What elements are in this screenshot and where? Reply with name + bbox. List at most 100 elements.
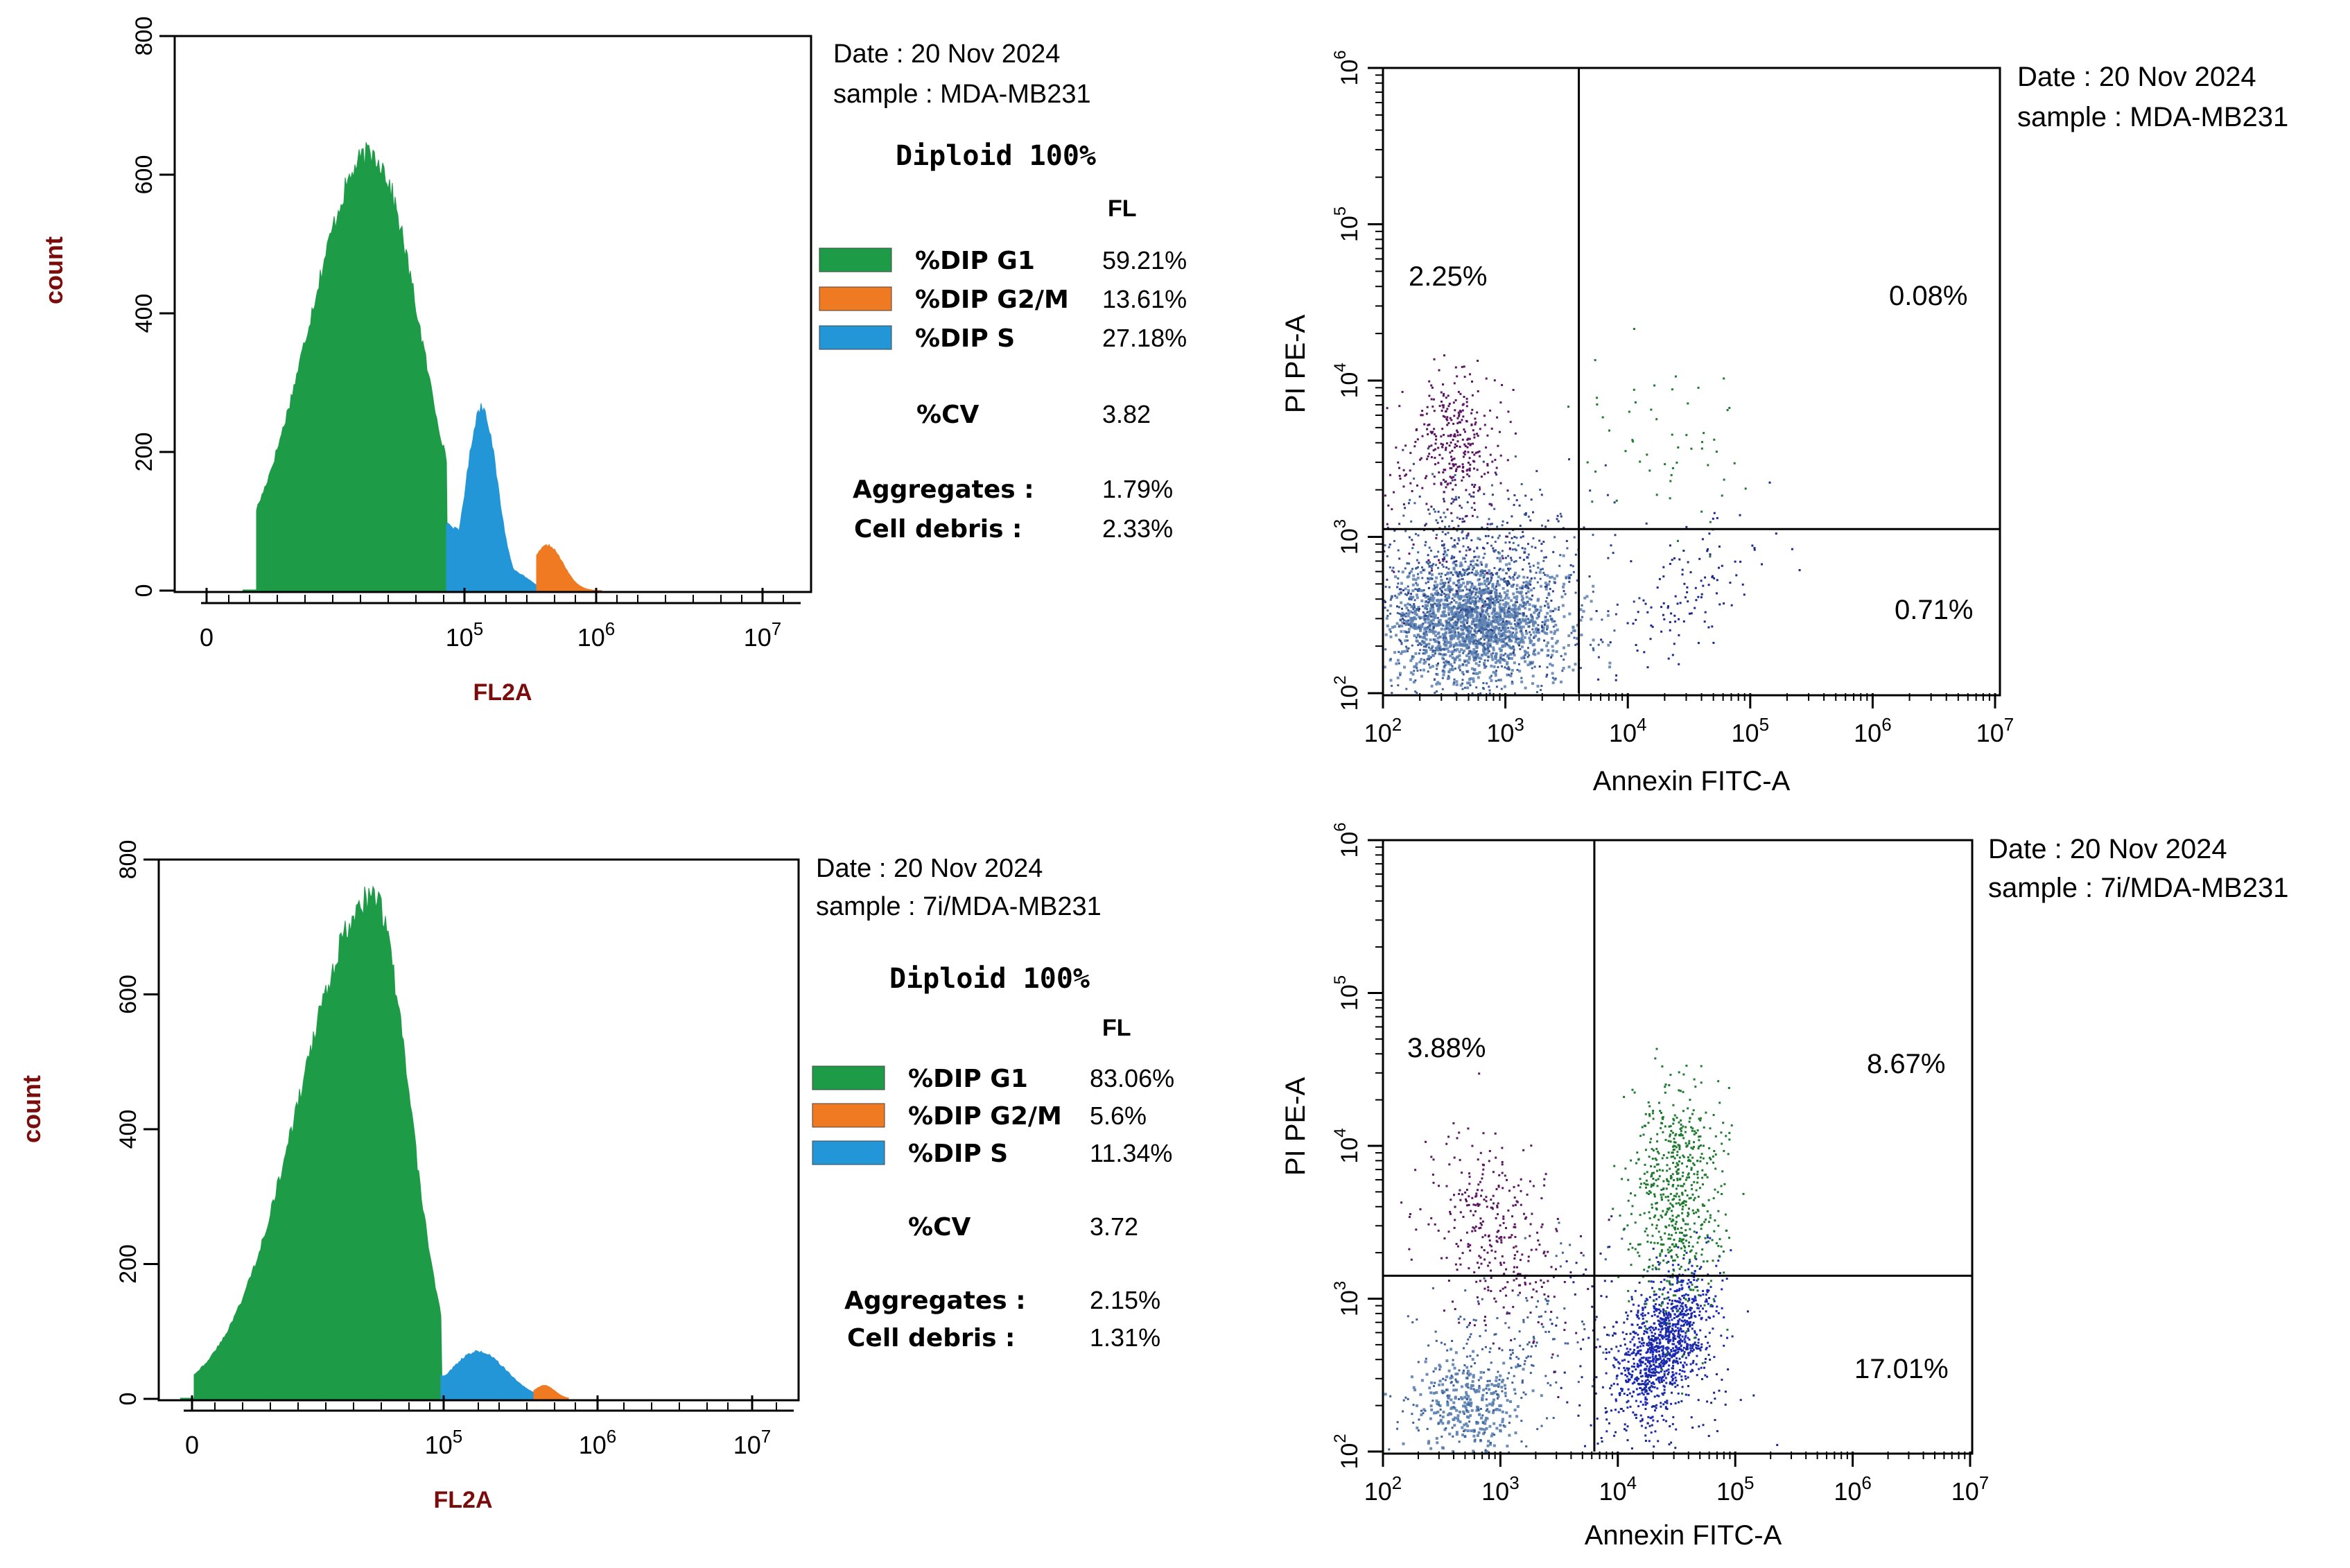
- scatter-dot: [1723, 1344, 1725, 1347]
- scatter-dot: [1422, 622, 1425, 625]
- scatter-dot: [1452, 627, 1454, 629]
- scatter-dot: [1644, 1401, 1647, 1404]
- scatter-dot: [1666, 1360, 1669, 1363]
- scatter-dot: [1399, 674, 1402, 677]
- scatter-dot: [1557, 520, 1560, 523]
- scatter-dot: [1425, 1357, 1427, 1360]
- scatter-dot: [1439, 1409, 1442, 1411]
- scatter-dot: [1712, 517, 1714, 520]
- scatter-dot: [1705, 1298, 1708, 1301]
- scatter-dot: [1471, 591, 1474, 593]
- scatter-dot: [1517, 637, 1520, 640]
- scatter-dot: [1443, 610, 1446, 613]
- scatter-dot: [1459, 589, 1463, 593]
- scatter-dot: [1434, 613, 1437, 617]
- scatter-dot: [1506, 582, 1508, 585]
- scatter-dot: [1643, 1212, 1646, 1214]
- scatter-dot: [1408, 562, 1411, 565]
- scatter-dot: [1454, 627, 1457, 630]
- scatter-dot: [1628, 1373, 1631, 1375]
- scatter-dot: [1644, 602, 1647, 605]
- scatter-dot: [1499, 635, 1502, 638]
- scatter-dot: [1653, 1339, 1655, 1341]
- scatter-dot: [1411, 589, 1415, 593]
- hist-xtick-label: 105: [446, 618, 484, 652]
- scatter-dot: [1523, 551, 1526, 554]
- scatter-dot: [1465, 549, 1468, 552]
- scatter-dot: [1508, 1372, 1511, 1375]
- scatter-dot: [1497, 580, 1499, 582]
- scatter-dot: [1532, 624, 1535, 627]
- scatter-dot: [1653, 1193, 1656, 1196]
- scatter-dot: [1562, 554, 1565, 557]
- scatter-dot: [1485, 584, 1488, 588]
- scatter-dot: [1671, 1379, 1674, 1382]
- scatter-dot: [1524, 586, 1526, 589]
- scatter-dot: [1721, 564, 1723, 567]
- scatter-dot: [1452, 476, 1455, 478]
- scatter-dot: [1462, 673, 1465, 676]
- scatter-dot: [1553, 1338, 1556, 1341]
- scatter-dot: [1712, 1315, 1715, 1318]
- scatter-dot: [1452, 1401, 1456, 1404]
- scatter-dot: [1468, 647, 1470, 650]
- scatter-dot: [1645, 1330, 1648, 1333]
- scatter-dot: [1430, 549, 1432, 552]
- scatter-dot: [1427, 508, 1430, 511]
- scatter-dot: [1465, 1355, 1468, 1358]
- scatter-dot: [1389, 630, 1392, 633]
- scatter-dot: [1384, 544, 1386, 547]
- scatter-dot: [1504, 629, 1506, 633]
- scatter-dot: [1517, 622, 1520, 625]
- scatter-dot: [1507, 644, 1511, 647]
- scatter-dot: [1452, 463, 1454, 466]
- scatter-dot: [1451, 479, 1454, 482]
- scatter-dot: [1461, 463, 1464, 466]
- scatter-dot: [1670, 1331, 1673, 1334]
- scatter-dot: [1414, 588, 1417, 591]
- scatter-dot: [1491, 573, 1494, 576]
- scatter-dot: [1660, 1402, 1662, 1404]
- scatter-dot: [1672, 1353, 1675, 1356]
- scatter-dot: [1412, 462, 1415, 465]
- scatter-dot: [1637, 1251, 1639, 1254]
- annexin-control-xticks: 102 103 104 105 106 107: [1364, 693, 2014, 747]
- scatter-dot: [1644, 1303, 1646, 1305]
- scatter-dot: [1482, 1388, 1486, 1392]
- scatter-dot: [1483, 666, 1486, 669]
- scatter-dot: [1398, 467, 1400, 469]
- scatter-dot: [1701, 1378, 1703, 1380]
- scatter-dot: [1680, 1288, 1683, 1291]
- scatter-dot: [1621, 1390, 1624, 1392]
- scatter-dot: [1483, 1422, 1487, 1425]
- scatter-dot: [1647, 1348, 1650, 1351]
- scatter-dot: [1468, 1324, 1470, 1327]
- scatter-dot: [1620, 1387, 1622, 1390]
- scatter-dot: [1504, 634, 1507, 637]
- scatter-dot: [1481, 618, 1485, 621]
- scatter-dot: [1510, 646, 1513, 650]
- scatter-dot: [1425, 649, 1428, 652]
- legend-label: %DIP S: [915, 324, 1015, 353]
- scatter-dot: [1443, 491, 1445, 494]
- scatter-dot: [1411, 605, 1414, 608]
- scatter-dot: [1753, 548, 1756, 551]
- scatter-dot: [1443, 641, 1446, 643]
- scatter-dot: [1460, 643, 1463, 647]
- scatter-dot: [1446, 1402, 1450, 1405]
- scatter-dot: [1627, 1350, 1630, 1353]
- scatter-dot: [1707, 626, 1710, 629]
- scatter-dot: [1672, 1334, 1675, 1336]
- scatter-dot: [1440, 627, 1443, 631]
- scatter-dot: [1492, 630, 1496, 634]
- scatter-dot: [1497, 638, 1500, 641]
- scatter-dot: [1452, 582, 1456, 585]
- scatter-dot: [1659, 1342, 1662, 1344]
- scatter-dot: [1454, 433, 1456, 436]
- scatter-dot: [1495, 585, 1497, 588]
- scatter-dot: [1655, 1361, 1657, 1364]
- scatter-dot: [1419, 627, 1422, 629]
- scatter-dot: [1456, 655, 1460, 659]
- scatter-dot: [1641, 1323, 1644, 1325]
- scatter-dot: [1705, 1218, 1707, 1221]
